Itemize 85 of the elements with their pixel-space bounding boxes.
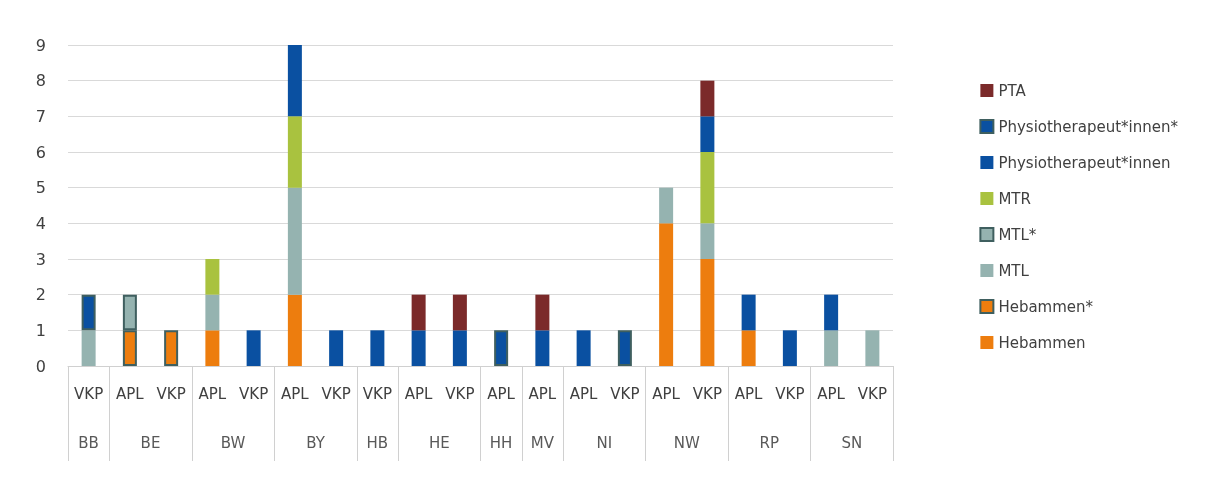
x-tick-label: VKP xyxy=(692,384,722,403)
x-tick-label: VKP xyxy=(857,384,887,403)
bar xyxy=(700,223,715,259)
text: NW xyxy=(673,434,700,452)
bar xyxy=(700,80,715,117)
bar xyxy=(741,294,756,331)
y-tick-label: 5 xyxy=(35,178,46,198)
bar xyxy=(782,330,797,366)
bar xyxy=(659,223,674,366)
text: HE xyxy=(428,434,450,452)
bar xyxy=(576,330,591,366)
bar xyxy=(205,259,220,295)
x-tick-label: VKP xyxy=(74,384,104,403)
x-tick-label: APL xyxy=(404,384,434,403)
text: RP xyxy=(759,434,779,452)
bar xyxy=(494,330,509,366)
bar xyxy=(370,330,385,366)
text: SN xyxy=(841,434,863,452)
x-tick-label: VKP xyxy=(321,384,351,403)
legend-label: MTR xyxy=(998,189,1031,208)
bar xyxy=(287,294,302,366)
y-tick-label: 7 xyxy=(35,106,46,126)
legend-label: Hebammen xyxy=(998,333,1086,352)
x-tick-label: APL xyxy=(528,384,557,403)
bar xyxy=(824,330,839,366)
x-tick-label: VKP xyxy=(156,384,186,403)
text: BY xyxy=(306,434,326,452)
bar xyxy=(700,259,715,366)
x-tick-label: VKP xyxy=(239,384,269,403)
legend-label: MTL xyxy=(998,261,1030,280)
legend-label: MTL* xyxy=(998,225,1037,244)
bar xyxy=(246,330,261,366)
bar xyxy=(824,294,839,331)
text: BB xyxy=(78,434,99,452)
bar xyxy=(329,330,344,366)
bar xyxy=(287,116,302,188)
bar xyxy=(411,294,426,331)
bar xyxy=(659,187,674,224)
bar xyxy=(617,330,632,366)
bar xyxy=(164,330,179,366)
bar xyxy=(700,116,715,152)
x-tick-label: VKP xyxy=(362,384,392,403)
x-tick-label: VKP xyxy=(775,384,805,403)
x-tick-label: APL xyxy=(281,384,310,403)
x-tick-label: APL xyxy=(652,384,681,403)
y-tick-label: 0 xyxy=(35,356,46,376)
text: NI xyxy=(596,434,613,452)
bar xyxy=(535,330,550,366)
y-tick-label: 1 xyxy=(35,320,46,340)
bar xyxy=(205,294,220,331)
y-tick-label: 4 xyxy=(35,213,46,233)
legend-label: Physiotherapeut*innen xyxy=(998,153,1171,172)
bar xyxy=(287,45,302,117)
text: BE xyxy=(140,434,161,452)
y-tick-label: 9 xyxy=(35,35,46,55)
text: BW xyxy=(220,434,246,452)
text: HB xyxy=(366,434,389,452)
legend-label: Physiotherapeut*innen* xyxy=(998,117,1179,136)
bar xyxy=(741,330,756,366)
bar xyxy=(287,187,302,295)
legend-label: Hebammen* xyxy=(998,297,1094,316)
y-tick-label: 2 xyxy=(35,285,46,305)
bar xyxy=(205,330,220,366)
x-tick-label: APL xyxy=(734,384,764,403)
legend-label: PTA xyxy=(998,81,1027,100)
bar xyxy=(535,294,550,331)
y-tick-label: 8 xyxy=(35,71,46,91)
text: MV xyxy=(530,434,555,452)
bar xyxy=(452,294,467,331)
y-tick-label: 6 xyxy=(35,142,46,162)
x-tick-label: VKP xyxy=(610,384,640,403)
bar xyxy=(452,330,467,366)
x-tick-label: APL xyxy=(569,384,599,403)
bar xyxy=(411,330,426,366)
bar xyxy=(81,294,96,331)
x-tick-label: VKP xyxy=(445,384,475,403)
x-tick-label: APL xyxy=(487,384,516,403)
bar xyxy=(700,152,715,224)
bar xyxy=(865,330,880,366)
text: HH xyxy=(489,434,513,452)
x-tick-label: APL xyxy=(817,384,846,403)
x-tick-label: APL xyxy=(198,384,227,403)
x-tick-label: APL xyxy=(116,384,145,403)
y-tick-label: 3 xyxy=(35,249,46,269)
bar xyxy=(81,330,96,366)
